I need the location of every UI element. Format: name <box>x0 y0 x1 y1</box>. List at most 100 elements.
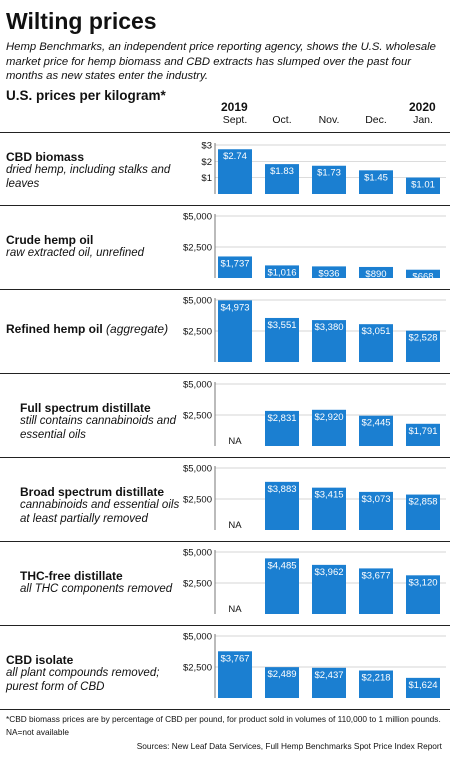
bar <box>359 324 393 362</box>
bar <box>406 269 440 278</box>
bar <box>218 300 252 362</box>
bar <box>406 330 440 362</box>
y-tick-label: $5,000 <box>183 632 212 643</box>
row-separator <box>0 457 450 458</box>
data-label: $1,737 <box>220 258 249 269</box>
row-description: raw extracted oil, unrefined <box>6 247 145 259</box>
row-separator <box>0 132 450 133</box>
section-title: U.S. prices per kilogram* <box>6 88 166 103</box>
y-tick-label: $5,000 <box>183 548 212 559</box>
month-label: Oct. <box>272 114 292 126</box>
data-label: $3,962 <box>314 567 343 578</box>
bar <box>312 564 346 614</box>
y-tick-label: $1 <box>201 173 212 184</box>
bar <box>359 170 393 194</box>
bar <box>218 651 252 698</box>
month-label: Nov. <box>318 114 340 126</box>
bar <box>265 667 299 698</box>
row-separator <box>0 709 450 710</box>
y-tick-label: $2,500 <box>183 495 212 506</box>
row-separator <box>0 289 450 290</box>
bar <box>265 317 299 362</box>
data-label: $3,120 <box>408 577 437 588</box>
bar <box>265 558 299 614</box>
row-title: Full spectrum distillate <box>20 401 151 415</box>
row-title-text: CBD isolate <box>6 653 74 667</box>
y-tick-label: $3 <box>201 141 212 152</box>
row-separator <box>0 205 450 206</box>
row-description: cannabinoids and essential oils at least… <box>20 499 180 525</box>
data-label: $3,767 <box>220 653 249 664</box>
month-label: Sept. <box>222 114 248 126</box>
data-label: $1.73 <box>317 168 341 179</box>
row-title-text: Full spectrum distillate <box>20 401 151 415</box>
bar <box>406 423 440 446</box>
data-label: $2,920 <box>314 412 343 423</box>
data-label: $3,380 <box>314 322 343 333</box>
na-label: NA <box>228 604 242 615</box>
y-tick-label: $2,500 <box>183 411 212 422</box>
data-label: $2,489 <box>267 669 296 680</box>
data-label: $4,973 <box>220 302 249 313</box>
row-title-text: Broad spectrum distillate <box>20 485 165 499</box>
row-title: CBD isolate <box>6 653 73 667</box>
bar <box>406 177 440 194</box>
chart-subtitle: Hemp Benchmarks, an independent price re… <box>6 41 436 82</box>
row-title-text: THC-free distillate <box>20 569 123 583</box>
row-separator <box>0 541 450 542</box>
data-label: $2,218 <box>361 672 390 683</box>
y-tick-label: $5,000 <box>183 464 212 475</box>
data-label: $1.45 <box>364 172 388 183</box>
bar <box>265 481 299 530</box>
data-label: $3,073 <box>361 494 390 505</box>
bar <box>406 494 440 530</box>
row-title: Crude hemp oil <box>6 233 93 247</box>
row-title: Broad spectrum distillate <box>20 485 164 499</box>
data-label: $1.01 <box>411 180 435 191</box>
row-title-text: CBD biomass <box>6 150 85 164</box>
na-note: NA=not available <box>6 727 69 737</box>
data-label: $1.83 <box>270 166 294 177</box>
data-label: $2,858 <box>408 497 437 508</box>
y-tick-label: $5,000 <box>183 380 212 391</box>
na-label: NA <box>228 520 242 531</box>
bar <box>312 667 346 698</box>
bar <box>406 677 440 698</box>
y-tick-label: $2,500 <box>183 663 212 674</box>
data-label: $890 <box>365 269 386 280</box>
footnote: *CBD biomass prices are by percentage of… <box>6 714 441 724</box>
bar <box>312 409 346 446</box>
data-label: $3,677 <box>361 570 390 581</box>
row-description: still contains cannabinoids and essentia… <box>20 415 176 441</box>
row-description: all plant compounds removed; purest form… <box>6 667 160 693</box>
data-label: $3,415 <box>314 490 343 501</box>
data-label: $4,485 <box>267 560 296 571</box>
data-label: $2,437 <box>314 670 343 681</box>
bar <box>359 568 393 614</box>
y-tick-label: $5,000 <box>183 296 212 307</box>
month-label: Jan. <box>413 114 433 126</box>
bar <box>312 266 346 278</box>
data-label: $2,831 <box>267 413 296 424</box>
row-separator <box>0 625 450 626</box>
month-label: Dec. <box>365 114 387 126</box>
bar <box>218 256 252 278</box>
data-label: $1,791 <box>408 426 437 437</box>
bar <box>265 410 299 446</box>
data-label: $1,016 <box>267 267 296 278</box>
row-title: CBD biomass <box>6 150 84 164</box>
data-label: $3,551 <box>267 320 296 331</box>
bar <box>312 487 346 530</box>
data-label: $2.74 <box>223 151 247 162</box>
chart-title: Wilting prices <box>6 8 157 34</box>
bar <box>406 575 440 614</box>
year-label: 2019 <box>221 100 248 114</box>
row-description: dried hemp, including stalks and leaves <box>6 164 171 190</box>
row-title-note: (aggregate) <box>102 322 169 336</box>
bar <box>265 164 299 194</box>
row-separator <box>0 373 450 374</box>
source-note: Sources: New Leaf Data Services, Full He… <box>136 741 442 751</box>
bar <box>218 149 252 194</box>
data-label: $668 <box>412 272 433 283</box>
row-title: Refined hemp oil (aggregate) <box>6 322 168 336</box>
